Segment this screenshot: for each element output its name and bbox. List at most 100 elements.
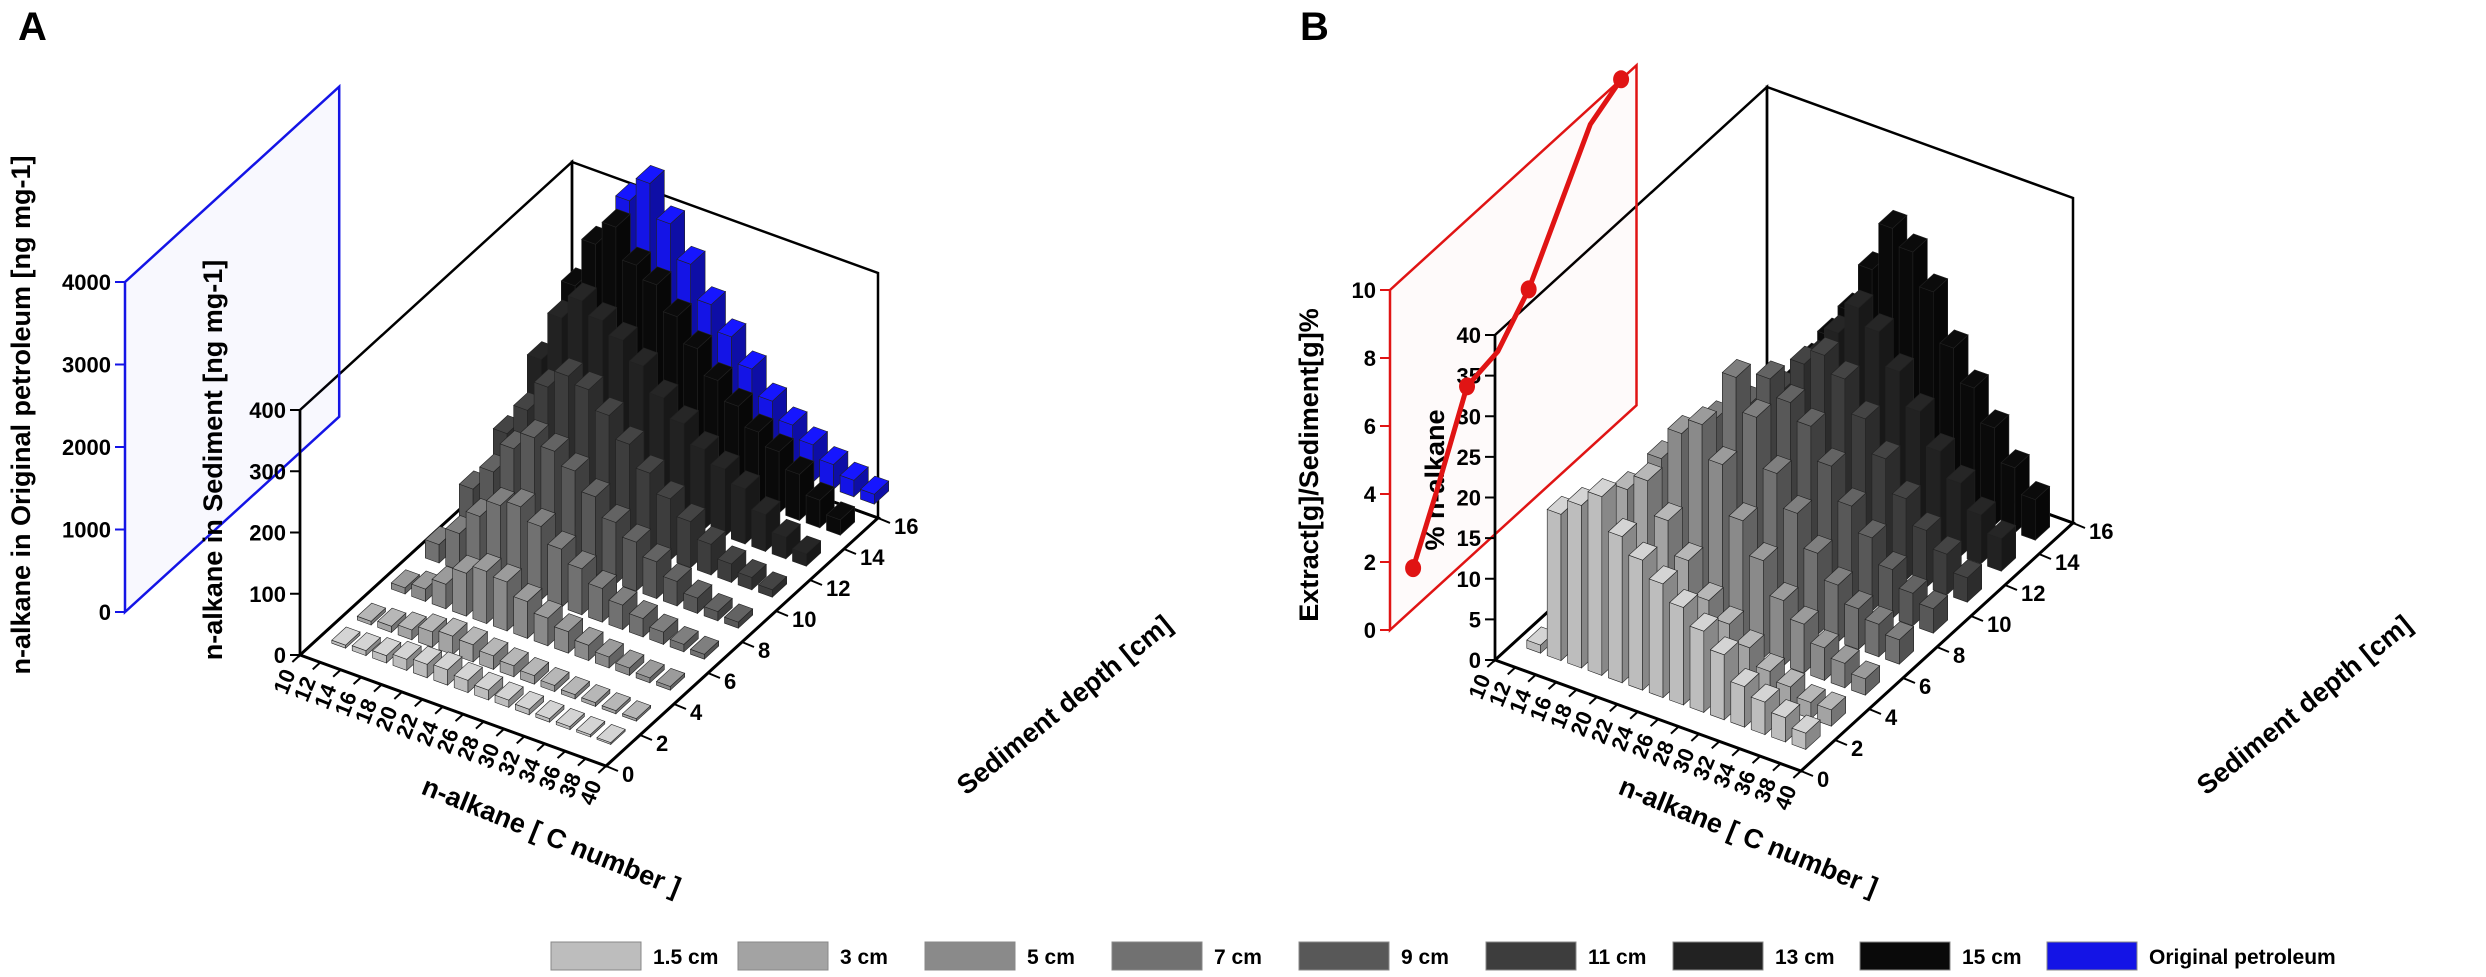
bar-top-face [555, 708, 585, 727]
x-tick-mark [1731, 748, 1741, 757]
bar-top-face [1730, 668, 1760, 687]
bar-top-face [839, 461, 869, 481]
bar-top-face [567, 282, 597, 302]
legend-item: 13 cm [1672, 941, 1835, 971]
bar-top-face [1946, 464, 1976, 484]
bar-top-face [587, 302, 618, 322]
depth-tick-mark [1834, 739, 1848, 746]
legend-label: 1.5 cm [653, 946, 718, 969]
bar-top-face [438, 617, 468, 637]
x-tick-mark [414, 698, 424, 708]
bar-top-face [676, 503, 706, 522]
legend-label: 13 cm [1775, 946, 1835, 969]
bar-top-face [615, 425, 645, 445]
bar [392, 640, 422, 672]
bar [615, 649, 645, 677]
z-tick-label: 15 [1457, 526, 1481, 551]
legend-swatch [924, 941, 1016, 971]
z-tick-label: 100 [249, 582, 286, 607]
bar [662, 562, 693, 607]
depth-tick-label: 2 [656, 731, 668, 756]
bar-top-face [397, 611, 427, 631]
bar-top-face [696, 286, 727, 306]
bar-front-face [1932, 548, 1948, 596]
bar-top-face [723, 387, 754, 407]
depth-tick-label: 16 [2089, 519, 2113, 544]
bar [819, 446, 849, 491]
depth-tick-label: 0 [622, 762, 634, 787]
panel-a-label: A [18, 5, 47, 49]
depth-tick-label: 8 [1953, 643, 1965, 668]
bar-top-face [601, 692, 631, 712]
bar-front-face [696, 538, 712, 576]
legend-label: 15 cm [1962, 946, 2022, 969]
depth-tick-mark [2004, 584, 2018, 591]
bar-top-face [1687, 406, 1718, 426]
bar-top-face [798, 426, 829, 446]
bar-top-face [621, 523, 652, 543]
bar-top-face [649, 613, 679, 633]
secondary-axis-plane [1388, 62, 1638, 633]
depth-tick-mark [1800, 770, 1814, 777]
bar-front-face [676, 516, 692, 569]
x-tick-mark [1792, 770, 1802, 779]
bar [351, 632, 381, 657]
depth-tick-label: 0 [1817, 767, 1829, 792]
bar-top-face [683, 579, 713, 599]
x-tick-mark [1609, 703, 1619, 713]
bar-top-face [744, 413, 774, 433]
bar-top-face [392, 640, 422, 660]
bar-front-face [1844, 603, 1859, 650]
bar-top-face [1884, 353, 1915, 373]
x-tick-mark [1649, 718, 1659, 727]
bar [438, 617, 468, 656]
bar-top-face [574, 626, 604, 646]
bar [737, 559, 767, 591]
depth-axis-title: Sediment depth [cm] [951, 609, 1177, 800]
bar [453, 661, 483, 694]
bar-top-face [1669, 589, 1699, 608]
bar-top-face [1803, 534, 1833, 554]
bar-front-face [472, 566, 488, 625]
x-tick-mark [434, 706, 444, 715]
bar-top-face [635, 165, 665, 184]
bar-top-face [655, 667, 686, 687]
bar [1850, 660, 1881, 696]
bar-top-face [576, 716, 606, 735]
bar-top-face [526, 507, 557, 527]
secondary-z-tick-label: 3000 [62, 353, 111, 378]
secondary-z-tick-label: 4 [1364, 482, 1377, 507]
x-tick-mark [495, 728, 505, 737]
z-tick-label: 300 [249, 459, 286, 484]
z-tick-label: 0 [274, 643, 286, 668]
legend-swatch [737, 941, 829, 971]
x-tick-mark [1690, 733, 1700, 742]
bar-front-face [588, 583, 603, 623]
x-tick-mark [1629, 711, 1639, 720]
x-tick-mark [1588, 696, 1598, 705]
x-tick-mark [1547, 681, 1557, 690]
bar-top-face [567, 550, 597, 570]
bar-top-face [642, 543, 672, 563]
bar-top-face [453, 661, 483, 681]
bar [560, 676, 591, 700]
chart-panel-b: 0246810Extract[g]/Sediment[g]%0510152025… [1294, 62, 2418, 902]
bar-front-face [710, 463, 726, 538]
bar-top-face [655, 480, 686, 500]
bar-top-face [1633, 462, 1663, 482]
bar-top-face [547, 530, 577, 550]
depth-tick-mark [775, 610, 789, 617]
z-tick-label: 40 [1457, 323, 1481, 348]
bar-top-face [560, 676, 591, 696]
bar-top-face [331, 626, 361, 646]
bar [555, 708, 585, 731]
bar-top-face [696, 525, 727, 545]
legend-swatch [2046, 941, 2138, 971]
bar-front-face [1750, 696, 1766, 736]
bar-top-face [474, 671, 504, 691]
secondary-z-tick-label: 2000 [62, 435, 111, 460]
bar-top-face [649, 379, 679, 399]
bar-top-face [1830, 360, 1860, 380]
depth-tick-label: 10 [792, 607, 816, 632]
x-tick-mark [1527, 674, 1537, 683]
